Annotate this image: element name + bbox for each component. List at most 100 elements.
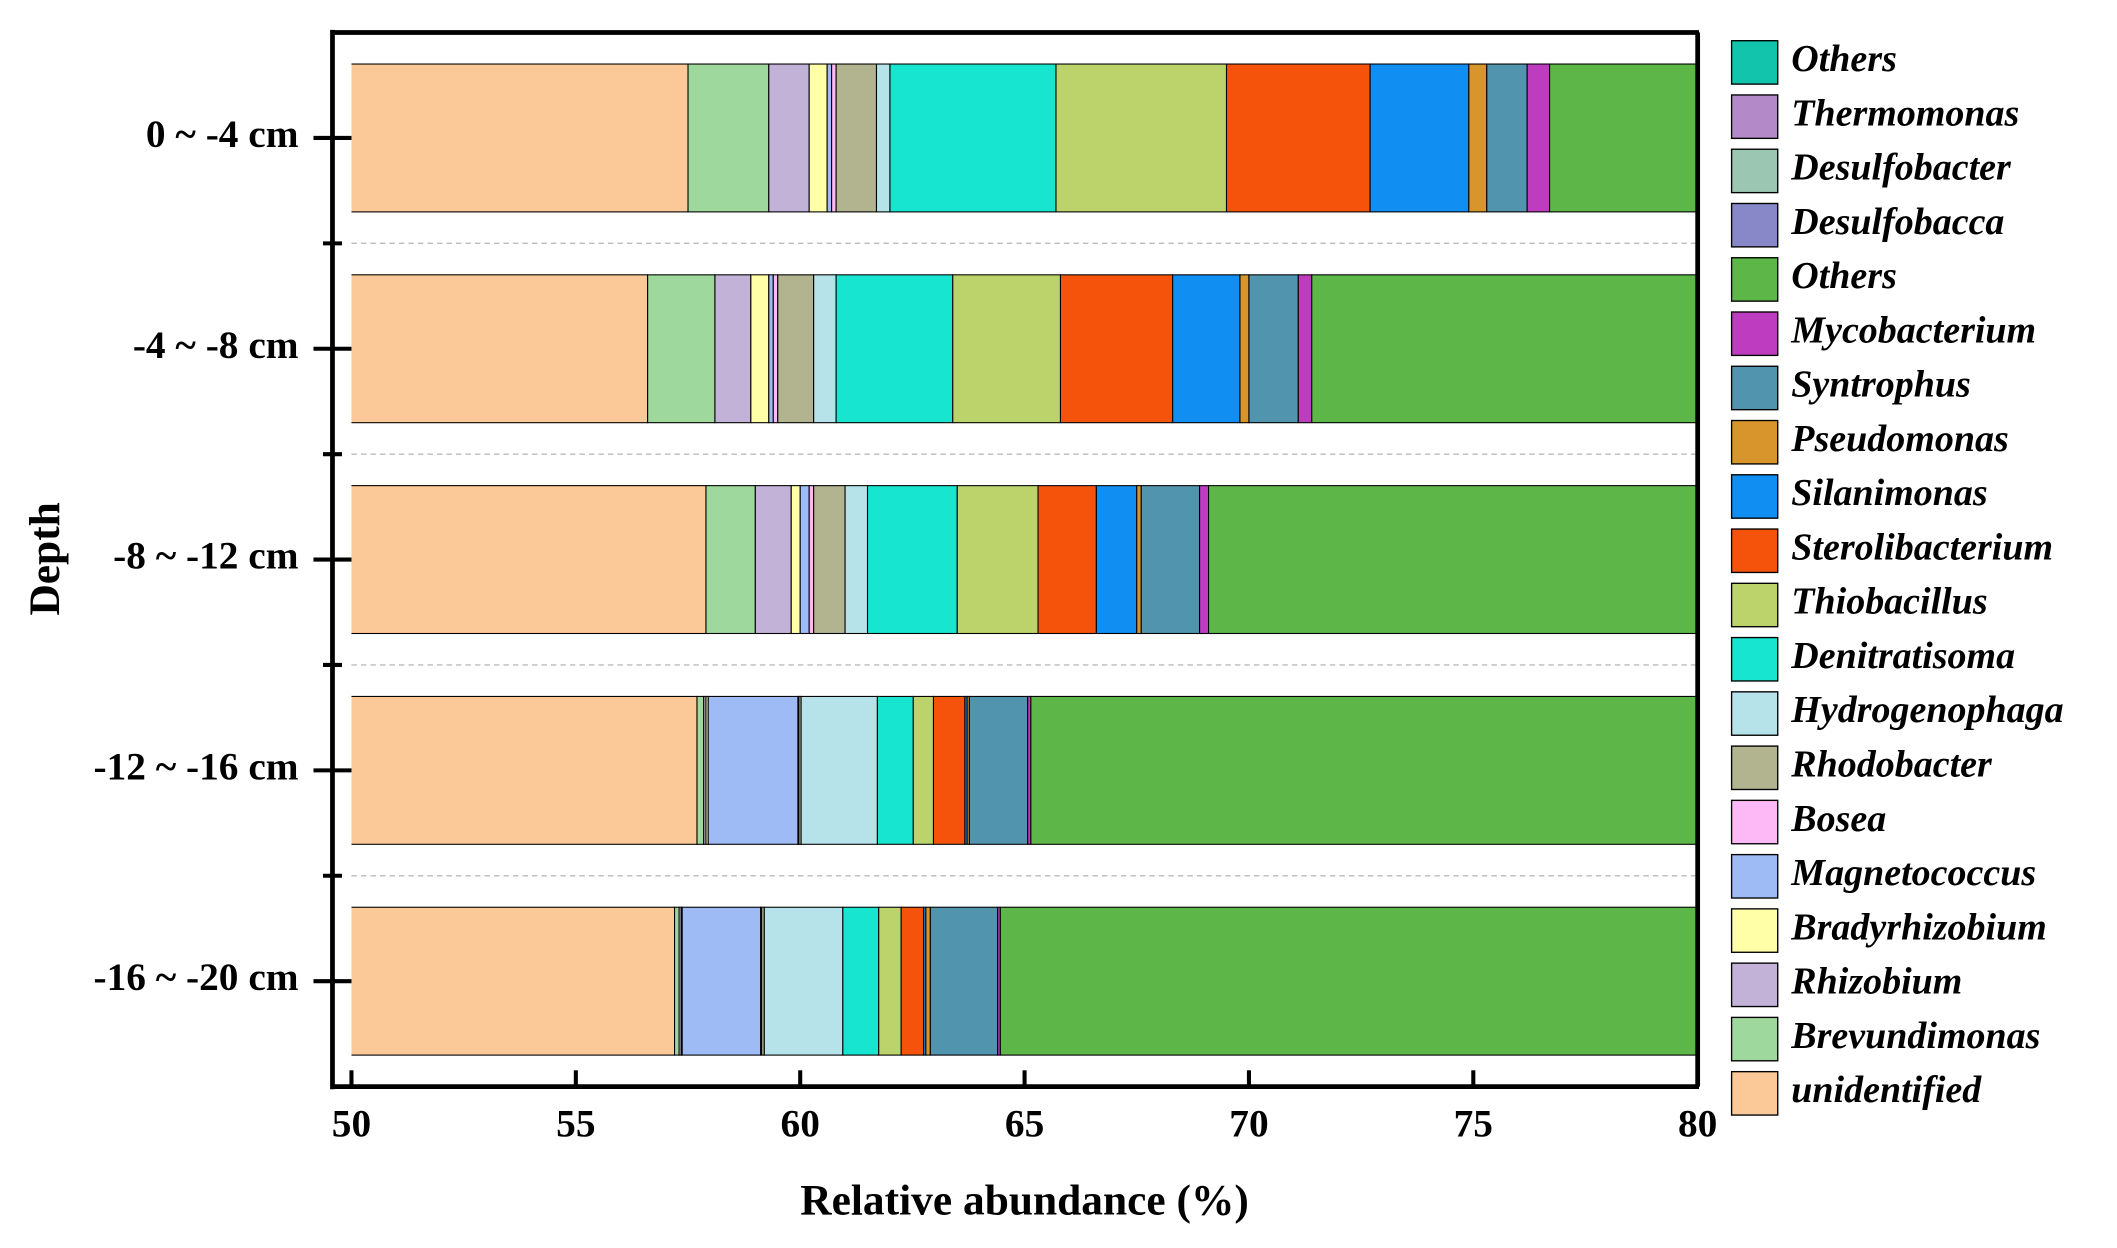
x-tick-label: 75 (1454, 1101, 1493, 1145)
bar-segment (866, 485, 958, 635)
legend-label: unidentified (1791, 1069, 1982, 1111)
bar-segment (800, 695, 878, 845)
bar-segment (707, 695, 799, 845)
legend-swatch (1730, 94, 1779, 140)
bar-segment (808, 485, 815, 635)
legend-swatch (1730, 745, 1779, 791)
legend-swatch (1730, 528, 1779, 574)
legend-swatch (1730, 962, 1779, 1008)
legend-label: Thermomonas (1791, 92, 2019, 134)
bar-segment (750, 274, 770, 424)
legend-swatch (1730, 474, 1779, 519)
bar-segment (889, 63, 1057, 213)
y-axis-label: Depth (21, 502, 69, 615)
y-tick-label: -12 ~ -16 cm (93, 744, 298, 788)
legend-label: Sterolibacterium (1791, 526, 2053, 568)
bar-segment (968, 695, 1029, 845)
bar-segment (835, 274, 954, 424)
x-tick-label: 80 (1678, 1101, 1717, 1145)
legend-label: Desulfobacca (1790, 201, 2004, 243)
bar-segment (1199, 485, 1210, 635)
bar-segment (351, 906, 676, 1056)
bar-segment (1030, 695, 1698, 845)
bar-segment (842, 906, 880, 1056)
bar-segment (1172, 274, 1241, 424)
bar-segment (351, 695, 698, 845)
legend-label: Others (1791, 255, 1897, 297)
legend-swatch (1730, 419, 1779, 465)
bar-segment (1095, 485, 1138, 635)
bar-segment (813, 485, 846, 635)
bar-segment (835, 63, 878, 213)
bar-segment (1239, 274, 1250, 424)
bar-segment (952, 274, 1062, 424)
bar-segment (696, 695, 705, 845)
x-tick-label: 55 (556, 1101, 595, 1145)
legend-swatch (1730, 799, 1779, 845)
legend-swatch (1730, 311, 1779, 357)
bar-segment (714, 274, 752, 424)
legend-label: Mycobacterium (1790, 309, 2036, 351)
x-axis-label: Relative abundance (%) (800, 1177, 1249, 1225)
bar-segment (912, 695, 935, 845)
bar-segment (808, 63, 828, 213)
bar-segment (844, 485, 869, 635)
bar-segment (1468, 63, 1488, 213)
bar-segment (705, 485, 756, 635)
bar-segment (1136, 485, 1142, 635)
x-tick-label: 50 (332, 1101, 371, 1145)
bars (351, 63, 1698, 1056)
legend-swatch (1730, 257, 1779, 302)
bar-segment (876, 695, 914, 845)
legend-label: Syntrophus (1791, 364, 1971, 406)
bar-segment (826, 63, 833, 213)
bar-segment (956, 485, 1039, 635)
bar-segment (900, 906, 925, 1056)
bar-segment (1297, 274, 1313, 424)
bar-segment (674, 906, 680, 1056)
bar-segment (1037, 485, 1097, 635)
legend-label: Bradyrhizobium (1790, 906, 2046, 948)
legend-label: Desulfobacter (1790, 147, 2012, 189)
bar-segment (768, 274, 774, 424)
bar-segment (351, 63, 689, 213)
bar-segment (999, 906, 1698, 1056)
bar-segment (932, 695, 966, 845)
bar-segment (929, 906, 999, 1056)
bar-segment (813, 274, 837, 424)
bar-segment (1369, 63, 1470, 213)
legend-swatch (1730, 40, 1779, 85)
legend-swatch (1730, 691, 1779, 736)
bar-segment (1549, 63, 1698, 213)
legend-swatch (1730, 636, 1779, 682)
bar-segment (1059, 274, 1174, 424)
bar-segment (1208, 485, 1698, 635)
legend-label: Magnetococcus (1790, 852, 2036, 894)
y-tick-label: -8 ~ -12 cm (113, 534, 299, 578)
legend-label: Rhodobacter (1790, 744, 1993, 786)
x-tick-label: 60 (781, 1101, 820, 1145)
bar-segment (799, 485, 810, 635)
legend-swatch (1730, 202, 1779, 248)
bar-segment (351, 274, 649, 424)
legend-swatch (1730, 365, 1779, 411)
bar-segment (831, 63, 837, 213)
y-tick-label: -16 ~ -20 cm (93, 955, 298, 999)
bar-segment (1526, 63, 1551, 213)
bar-segment (763, 906, 844, 1056)
legend-swatch (1730, 853, 1779, 899)
legend-swatch (1730, 1016, 1779, 1062)
bar-segment (681, 906, 762, 1056)
legend-label: Brevundimonas (1790, 1015, 2040, 1057)
bar-segment (1225, 63, 1371, 213)
bar-segment (790, 485, 801, 635)
x-tick-label: 65 (1005, 1101, 1044, 1145)
bar-segment (875, 63, 891, 213)
bar-segment (777, 274, 815, 424)
legend-label: Thiobacillus (1791, 581, 1987, 623)
bar-segment (1140, 485, 1201, 635)
y-tick-label: 0 ~ -4 cm (146, 112, 299, 156)
legend-swatch (1730, 582, 1779, 628)
y-tick-label: -4 ~ -8 cm (133, 323, 299, 367)
